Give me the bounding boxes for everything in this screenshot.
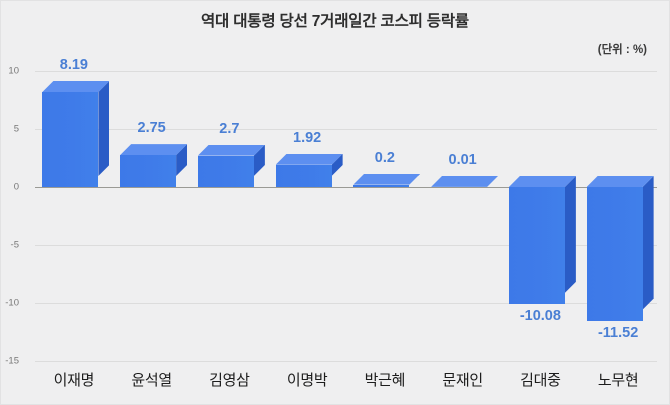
bar-top-face [42,81,109,92]
bar-value-label: 0.01 [448,151,477,168]
bar-front-face [275,164,332,187]
bar-value-label: 8.19 [59,57,88,73]
bar-side-face [98,81,109,176]
bar-top-face [198,145,265,156]
bar-top-face [587,176,654,187]
gridline [35,361,657,362]
gridline [35,245,657,246]
y-axis-tick-label: -15 [5,355,19,367]
bar-column[interactable] [42,81,109,187]
chart-unit-note: (단위 : %) [597,44,647,56]
y-axis-tick-label: 0 [13,181,19,193]
bar-top-face [353,174,420,185]
bar-column[interactable] [197,145,265,187]
bar-value-label: 0.2 [374,149,395,166]
gridline [35,303,657,304]
bar-column[interactable] [275,154,343,187]
y-axis-tick-label: 5 [13,123,19,135]
bar-value-label: 1.92 [293,129,322,146]
bar-top-face [509,176,576,187]
chart-title: 역대 대통령 당선 7거래일간 코스피 등락률 [201,13,469,30]
x-axis-category-label: 김영삼 [209,372,250,389]
bar-front-face [353,184,410,187]
bar-value-label: -11.52 [597,324,639,341]
bar-side-face [176,144,187,176]
bar-side-face [332,154,343,176]
bar-value-label: 2.75 [137,120,166,137]
y-axis-tick-label: 10 [8,65,19,77]
bar-side-face [254,145,265,176]
x-axis-category-label: 이명박 [286,372,328,389]
y-axis-tick-label: -5 [10,239,19,251]
x-axis-category-label: 이재명 [53,372,95,389]
bar-top-face [276,154,343,165]
zero-line [35,187,657,188]
bar-column[interactable] [508,176,576,304]
bar-front-face [586,187,643,321]
x-axis-category-label: 문재인 [442,372,483,389]
bar-top-face [120,144,187,155]
bar-column[interactable] [120,144,187,187]
bar-value-label: -10.08 [519,307,561,324]
bar-front-face [508,187,565,304]
x-axis-category-label: 윤석열 [131,372,172,389]
bar-column[interactable] [353,174,420,187]
bar-column[interactable] [431,176,498,187]
x-axis-category-label: 박근혜 [364,372,406,389]
x-axis-category-label: 노무현 [597,372,639,389]
bar-top-face [431,176,498,187]
bar-column[interactable] [586,176,654,321]
bar-value-label: 2.7 [219,120,240,137]
bar-side-face [565,176,576,293]
x-axis-category-label: 김대중 [520,372,561,389]
plot-area: 10 5 0 -5 -10 -15 8.19 2.75 2.7 1.92 0.2 0.01 -10.08… [5,57,657,367]
gridline [35,71,657,72]
bar-front-face [197,155,254,187]
bar-front-face [42,91,99,187]
x-axis-labels: 이재명 윤석열 김영삼 이명박 박근혜 문재인 김대중 노무현 [35,369,657,399]
bar-side-face [643,176,654,310]
y-axis-tick-label: -10 [5,297,19,309]
bar-front-face [120,155,177,187]
gridline [35,129,657,130]
